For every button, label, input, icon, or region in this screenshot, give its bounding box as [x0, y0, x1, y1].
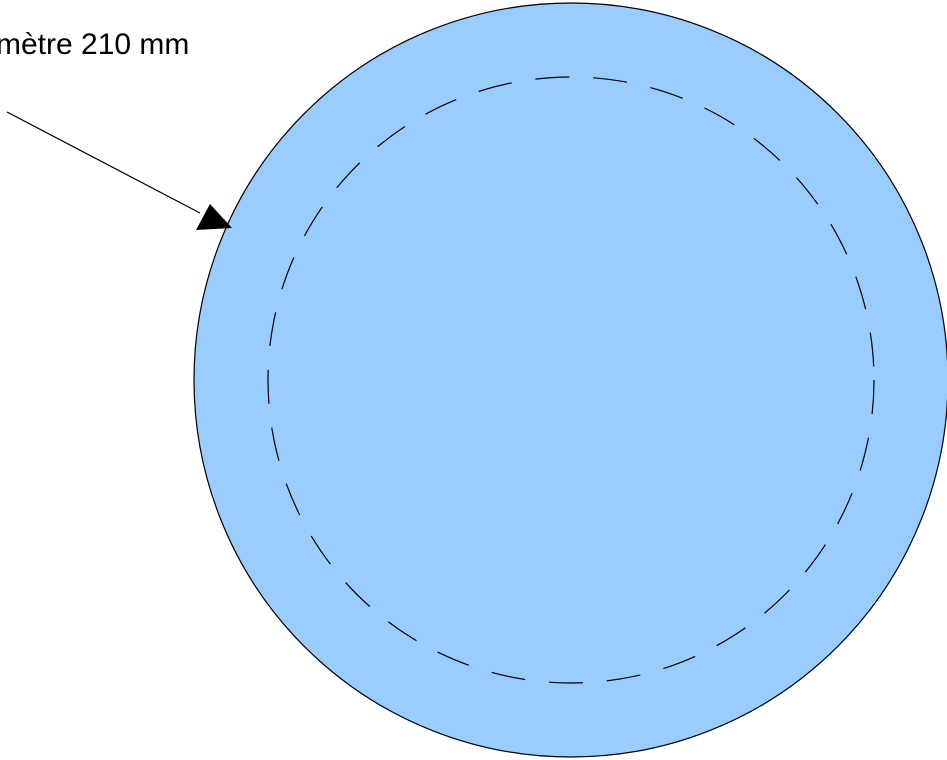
inner-dashed-circle — [267, 76, 875, 684]
leader-line — [6, 111, 201, 214]
arrowhead-icon — [196, 204, 232, 230]
outer-disc — [193, 2, 947, 758]
diameter-label: mètre 210 mm — [0, 28, 189, 61]
